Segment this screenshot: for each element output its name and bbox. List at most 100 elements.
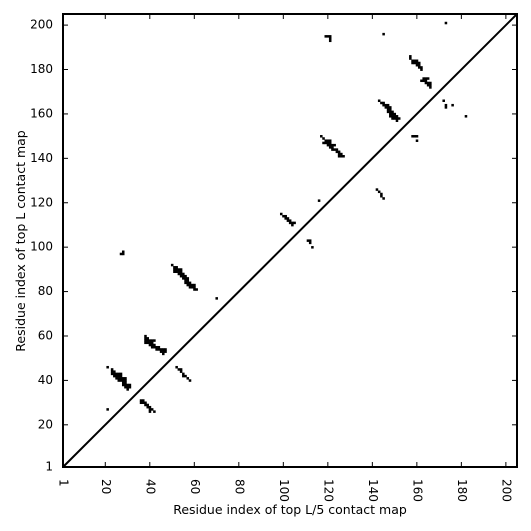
contact-cell-top-l5 (121, 383, 125, 387)
contact-cell-top-l5 (117, 372, 121, 376)
contact-cell-top-l (413, 61, 417, 65)
contact-cell-top-l (311, 246, 314, 249)
contact-cell-top-l5 (179, 370, 183, 373)
x-tick-label: 60 (188, 479, 202, 494)
contact-cell-top-l (184, 277, 187, 280)
contact-cell-top-l (121, 250, 125, 254)
contact-cell-top-l (411, 61, 414, 65)
contact-cell-top-l (340, 152, 343, 156)
contact-cell-top-l (331, 148, 334, 151)
contact-cell-top-l5 (153, 410, 156, 413)
contact-cell-top-l (409, 57, 412, 60)
contact-cell-top-l5 (124, 385, 127, 389)
contact-cell-top-l (306, 239, 310, 242)
contact-cell-top-l (429, 83, 432, 87)
contact-cell-top-l (333, 148, 336, 151)
contact-cell-top-l (328, 37, 332, 40)
contact-cell-top-l (293, 221, 296, 225)
y-tick-label: 20 (38, 417, 53, 431)
contact-cell-top-l (184, 274, 187, 278)
contact-cell-top-l5 (128, 385, 132, 389)
contact-cell-top-l (424, 77, 428, 80)
contact-cell-top-l (382, 32, 385, 36)
contact-cell-top-l (320, 135, 323, 138)
contact-cell-top-l5 (164, 350, 167, 353)
contact-cell-top-l (331, 143, 334, 147)
contact-cell-top-l (422, 77, 425, 80)
y-tick-label: 180 (30, 62, 53, 76)
contact-cell-top-l (413, 135, 417, 138)
contact-cell-top-l (177, 268, 181, 271)
contact-cell-top-l (184, 281, 187, 285)
contact-cell-top-l5 (106, 365, 109, 369)
contact-cell-top-l5 (188, 379, 192, 382)
x-axis-label: Residue index of top L/5 contact map (173, 502, 407, 517)
contact-cell-top-l (389, 106, 392, 109)
y-tick-label: 100 (30, 240, 53, 254)
contact-cell-top-l5 (113, 374, 116, 378)
contact-cell-top-l5 (124, 377, 127, 380)
contact-cell-top-l (411, 59, 414, 63)
y-tick-label: 160 (30, 106, 53, 120)
contact-cell-top-l5 (184, 374, 187, 378)
contact-cell-top-l (326, 139, 330, 142)
contact-cell-top-l (328, 139, 332, 142)
contact-cell-top-l5 (126, 383, 129, 387)
contact-cell-top-l5 (115, 377, 118, 380)
contact-cell-top-l (444, 106, 448, 109)
contact-cell-top-l (420, 68, 423, 71)
contact-cell-top-l (426, 81, 430, 85)
contact-cell-top-l (279, 212, 283, 216)
contact-cell-top-l (464, 115, 468, 118)
contact-cell-top-l5 (119, 372, 123, 376)
contact-cell-top-l (326, 143, 330, 147)
contact-cell-top-l5 (144, 341, 147, 345)
contact-cell-top-l5 (148, 410, 152, 413)
contact-cell-top-l (424, 79, 428, 83)
contact-cell-top-l (182, 274, 185, 278)
contact-cell-top-l5 (182, 374, 185, 378)
contact-cell-top-l (386, 110, 390, 114)
contact-cell-top-l5 (117, 379, 121, 382)
contact-cell-top-l (328, 143, 332, 147)
contact-cell-top-l (286, 217, 290, 220)
contact-cell-top-l (451, 103, 454, 107)
contact-cell-top-l5 (146, 405, 149, 409)
contact-cell-top-l (326, 141, 330, 145)
contact-cell-top-l (382, 101, 385, 105)
contact-cell-top-l5 (124, 379, 127, 382)
plot-frame (62, 13, 518, 468)
contact-cell-top-l5 (113, 370, 116, 373)
contact-cell-top-l (328, 146, 332, 149)
contact-cell-top-l (377, 99, 381, 103)
contact-cell-top-l5 (110, 370, 114, 373)
contact-cell-top-l (333, 143, 336, 147)
x-tick-label: 140 (366, 479, 380, 502)
y-tick-label: 200 (30, 18, 53, 32)
contact-cell-top-l (291, 223, 294, 227)
contact-cell-top-l (331, 146, 334, 149)
contact-cell-top-l5 (144, 337, 147, 340)
contact-cell-top-l (286, 219, 290, 222)
contact-cell-top-l5 (162, 348, 165, 351)
contact-cell-top-l (415, 61, 419, 65)
x-tick-label: 120 (321, 479, 335, 502)
contact-cell-top-l (420, 66, 423, 69)
contact-cell-top-l (282, 214, 285, 218)
contact-cell-top-l5 (150, 343, 154, 347)
contact-cell-top-l5 (128, 383, 132, 387)
contact-cell-top-l (195, 288, 198, 291)
contact-cell-top-l (444, 21, 448, 25)
contact-cell-top-l5 (179, 368, 183, 371)
contact-cell-top-l (415, 63, 419, 67)
contact-cell-top-l (184, 279, 187, 282)
contact-cell-top-l5 (148, 339, 152, 342)
contact-cell-top-l (380, 194, 383, 198)
contact-cell-top-l5 (150, 339, 154, 342)
contact-cell-top-l5 (159, 350, 163, 353)
contact-cell-top-l5 (117, 377, 121, 380)
contact-cell-top-l (340, 155, 343, 158)
contact-cell-top-l (179, 270, 183, 273)
contact-cell-top-l (173, 268, 176, 271)
x-tick-label: 80 (232, 479, 246, 494)
